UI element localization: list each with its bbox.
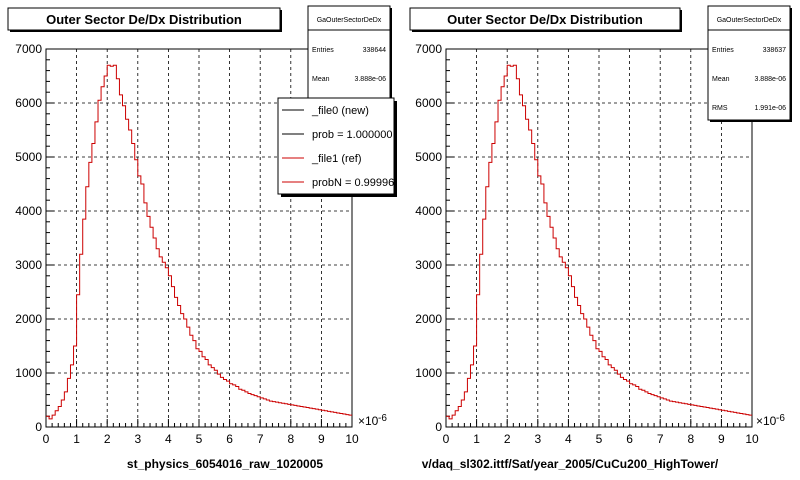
legend-box: [277, 97, 395, 195]
stats-box: [707, 5, 791, 121]
x-axis-label: v/daq_sl302.ittf/Sat/year_2005/CuCu200_H…: [422, 457, 719, 471]
x-tick-label: 8: [287, 432, 294, 446]
x-tick-label: 5: [596, 432, 603, 446]
x-tick-label: 5: [196, 432, 203, 446]
x-tick-label: 2: [504, 432, 511, 446]
histogram-series-line: [446, 64, 752, 420]
legend-entries: _file0 (new) prob = 1.000000 _file1 (ref) p…: [282, 105, 400, 189]
legend-label: _file0 (new): [311, 105, 369, 117]
y-tick-label: 1000: [15, 366, 42, 380]
chart-title: Outer Sector De/Dx Distribution: [46, 12, 242, 27]
y-tick-label: 0: [35, 420, 42, 434]
histogram-series-line: [46, 64, 352, 420]
x-exponent-power: -6: [378, 413, 387, 424]
x-tick-label: 9: [318, 432, 325, 446]
x-tick-label: 6: [626, 432, 633, 446]
chart-panel-1: Outer Sector De/Dx Distribution 0 1 2 3 4 5 6 7 8…: [409, 5, 792, 471]
y-tick-label: 0: [435, 420, 442, 434]
x-tick-label: 3: [134, 432, 141, 446]
x-tick-label: 0: [443, 432, 450, 446]
stats-row-value: 3.888e-06: [354, 76, 386, 83]
y-tick-label: 3000: [415, 258, 442, 272]
x-tick-label: 7: [257, 432, 264, 446]
y-tick-label: 4000: [415, 204, 442, 218]
stats-row-label: Entries: [312, 47, 334, 54]
y-tick-label: 3000: [15, 258, 42, 272]
x-tick-label: 4: [165, 432, 172, 446]
x-tick-label: 2: [104, 432, 111, 446]
x-tick-label: 7: [657, 432, 664, 446]
chart-panel-0: Outer Sector De/Dx Distribution 0 1 2 3 4 5 6 7 8…: [7, 5, 400, 471]
stats-row-value: 3.888e-06: [754, 76, 786, 83]
y-tick-label: 6000: [415, 96, 442, 110]
x-exponent-power: -6: [776, 413, 785, 424]
legend-label: probN = 0.999968: [312, 177, 400, 189]
x-tick-label: 1: [73, 432, 80, 446]
legend-label: prob = 1.000000: [312, 129, 392, 141]
stats-row-label: Mean: [312, 76, 330, 83]
legend-label: _file1 (ref): [311, 153, 362, 165]
x-tick-label: 0: [43, 432, 50, 446]
stats-name: GaOuterSectorDeDx: [317, 17, 382, 24]
stats-row-value: 338637: [763, 47, 786, 54]
x-tick-label: 10: [345, 432, 359, 446]
chart-title: Outer Sector De/Dx Distribution: [447, 12, 643, 27]
x-exponent-label: ×10: [358, 414, 379, 428]
stats-row-label: RMS: [712, 105, 728, 112]
title-box: [409, 7, 681, 31]
y-tick-label: 6000: [15, 96, 42, 110]
x-tick-label: 4: [565, 432, 572, 446]
y-tick-label: 7000: [15, 42, 42, 56]
y-tick-label: 4000: [15, 204, 42, 218]
y-tick-label: 2000: [415, 312, 442, 326]
x-axis-label: st_physics_6054016_raw_1020005: [127, 457, 323, 471]
stats-row-label: Mean: [712, 76, 730, 83]
y-tick-label: 7000: [415, 42, 442, 56]
y-tick-label: 2000: [15, 312, 42, 326]
y-tick-label: 1000: [415, 366, 442, 380]
stats-row-value: 1.991e-06: [754, 105, 786, 112]
stats-row-label: Entries: [712, 47, 734, 54]
x-exponent-label: ×10: [756, 414, 777, 428]
y-tick-label: 5000: [415, 150, 442, 164]
x-tick-label: 6: [226, 432, 233, 446]
stats-name: GaOuterSectorDeDx: [717, 17, 782, 24]
title-box: [7, 7, 281, 31]
stats-row-value: 338644: [363, 47, 386, 54]
x-tick-label: 10: [745, 432, 759, 446]
y-tick-label: 5000: [15, 150, 42, 164]
x-tick-label: 8: [687, 432, 694, 446]
x-tick-label: 9: [718, 432, 725, 446]
x-tick-label: 3: [534, 432, 541, 446]
x-tick-label: 1: [473, 432, 480, 446]
